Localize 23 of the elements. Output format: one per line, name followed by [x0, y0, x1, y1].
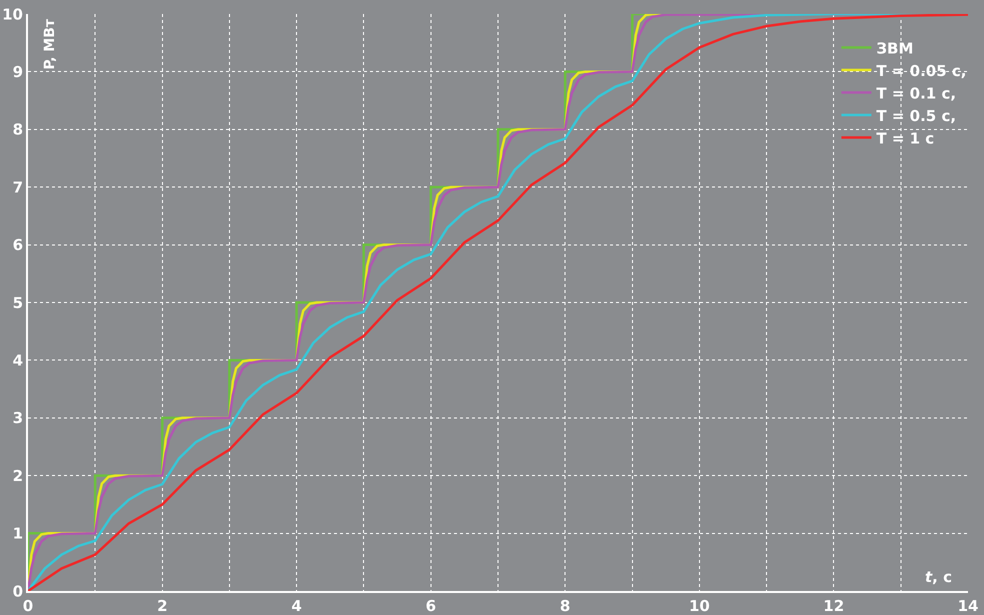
y-tick-label: 0: [12, 582, 23, 600]
y-tick-label: 8: [12, 120, 23, 139]
y-tick-label: 3: [12, 409, 23, 428]
x-tick-label: 6: [426, 597, 436, 615]
y-tick-label: 2: [12, 466, 23, 485]
x-tick-label: 12: [823, 597, 844, 615]
line-series: [28, 14, 968, 591]
x-tick-label: 10: [688, 597, 710, 615]
y-tick-label: 1: [12, 524, 23, 543]
x-tick-label: 2: [157, 597, 168, 615]
x-axis-title: t, с: [925, 568, 952, 586]
y-tick-label: 7: [12, 178, 23, 196]
y-tick-label: 5: [12, 294, 23, 312]
y-tick-label: 9: [12, 62, 23, 81]
y-axis-title: P, МВт: [42, 18, 58, 70]
x-tick-label: 8: [560, 597, 570, 615]
x-tick-label: 4: [291, 597, 302, 615]
y-tick-label: 6: [12, 236, 23, 254]
y-tick-label: 4: [12, 351, 23, 370]
y-tick-label: 10: [2, 5, 23, 24]
x-tick-label: 14: [958, 597, 978, 615]
legend-label: T = 0.1 с,: [876, 84, 956, 102]
legend-label: ЗВМ: [876, 39, 914, 58]
